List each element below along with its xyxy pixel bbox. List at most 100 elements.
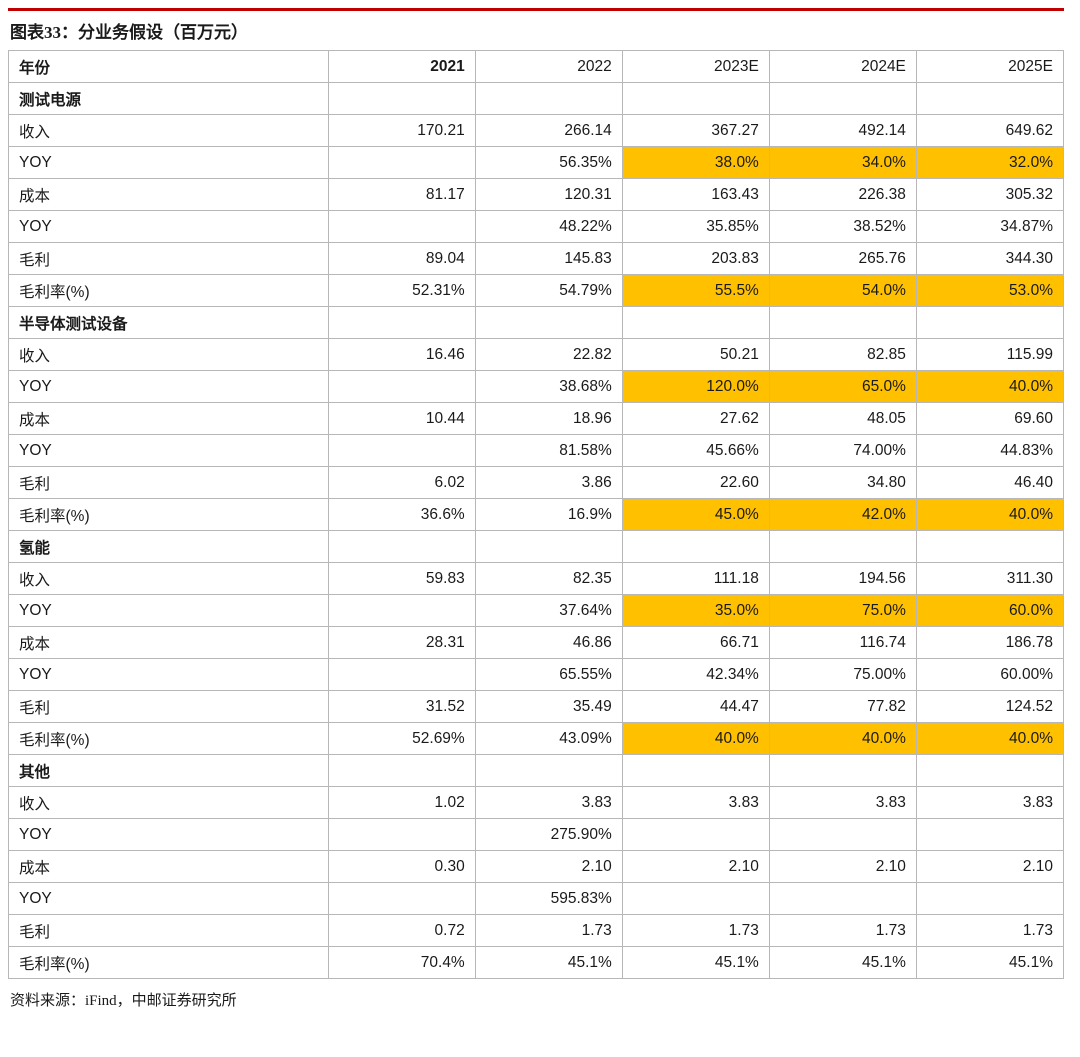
section-row: 氢能 xyxy=(8,530,1065,563)
table-row: YOY 56.35% 38.0% 34.0% 32.0% xyxy=(8,146,1065,179)
value-cell xyxy=(768,82,917,115)
value-cell xyxy=(621,82,770,115)
value-cell: 89.04 xyxy=(327,242,476,275)
value-cell-highlighted: 53.0% xyxy=(915,274,1065,307)
value-cell: 203.83 xyxy=(621,242,770,275)
value-cell: 52.69% xyxy=(327,722,476,755)
value-cell: 52.31% xyxy=(327,274,476,307)
value-cell: 42.34% xyxy=(621,658,770,691)
value-cell: 649.62 xyxy=(915,114,1065,147)
value-cell: 145.83 xyxy=(474,242,623,275)
row-label: 收入 xyxy=(8,114,329,147)
value-cell: 3.83 xyxy=(474,786,623,819)
value-cell: 27.62 xyxy=(621,402,770,435)
value-cell: 38.68% xyxy=(474,370,623,403)
value-cell: 45.66% xyxy=(621,434,770,467)
value-cell: 35.49 xyxy=(474,690,623,723)
value-cell: 3.86 xyxy=(474,466,623,499)
row-label: 毛利率(%) xyxy=(8,498,329,531)
value-cell xyxy=(474,82,623,115)
value-cell-highlighted: 34.0% xyxy=(768,146,917,179)
row-label: YOY xyxy=(8,146,329,179)
table-row: 成本 10.44 18.96 27.62 48.05 69.60 xyxy=(8,402,1065,435)
segment-assumptions-table: 年份 2021 2022 2023E 2024E 2025E 测试电源 收入 170.21 26… xyxy=(8,50,1065,979)
table-row: 收入 170.21 266.14 367.27 492.14 649.62 xyxy=(8,114,1065,147)
section-label: 半导体测试设备 xyxy=(8,306,329,339)
value-cell: 60.00% xyxy=(915,658,1065,691)
value-cell-highlighted: 75.0% xyxy=(768,594,917,627)
value-cell-highlighted: 40.0% xyxy=(915,370,1065,403)
value-cell: 37.64% xyxy=(474,594,623,627)
value-cell xyxy=(474,754,623,787)
value-cell xyxy=(327,82,476,115)
value-cell: 163.43 xyxy=(621,178,770,211)
table-row: YOY 81.58% 45.66% 74.00% 44.83% xyxy=(8,434,1065,467)
value-cell xyxy=(915,818,1065,851)
table-row: 毛利率(%) 70.4% 45.1% 45.1% 45.1% 45.1% xyxy=(8,946,1065,979)
value-cell: 48.22% xyxy=(474,210,623,243)
value-cell: 28.31 xyxy=(327,626,476,659)
source-note: 资料来源：iFind，中邮证券研究所 xyxy=(10,993,237,1009)
column-header-2022: 2022 xyxy=(474,50,623,83)
value-cell: 44.47 xyxy=(621,690,770,723)
value-cell: 1.73 xyxy=(621,914,770,947)
value-cell: 1.73 xyxy=(768,914,917,947)
value-cell xyxy=(915,306,1065,339)
value-cell-highlighted: 55.5% xyxy=(621,274,770,307)
value-cell: 50.21 xyxy=(621,338,770,371)
section-row: 半导体测试设备 xyxy=(8,306,1065,339)
value-cell xyxy=(768,306,917,339)
column-header-2024E: 2024E xyxy=(768,50,917,83)
table-row: 收入 59.83 82.35 111.18 194.56 311.30 xyxy=(8,562,1065,595)
value-cell-highlighted: 35.0% xyxy=(621,594,770,627)
table-row: YOY 48.22% 35.85% 38.52% 34.87% xyxy=(8,210,1065,243)
value-cell: 1.73 xyxy=(474,914,623,947)
value-cell: 266.14 xyxy=(474,114,623,147)
value-cell: 275.90% xyxy=(474,818,623,851)
value-cell xyxy=(621,882,770,915)
table-row: YOY 595.83% xyxy=(8,882,1065,915)
value-cell xyxy=(621,530,770,563)
table-row: 收入 1.02 3.83 3.83 3.83 3.83 xyxy=(8,786,1065,819)
value-cell: 69.60 xyxy=(915,402,1065,435)
value-cell xyxy=(915,530,1065,563)
value-cell xyxy=(768,530,917,563)
value-cell: 0.30 xyxy=(327,850,476,883)
table-header-row: 年份 2021 2022 2023E 2024E 2025E xyxy=(8,50,1065,83)
value-cell: 16.9% xyxy=(474,498,623,531)
table-row: 成本 0.30 2.10 2.10 2.10 2.10 xyxy=(8,850,1065,883)
value-cell: 36.6% xyxy=(327,498,476,531)
value-cell: 44.83% xyxy=(915,434,1065,467)
column-header-year: 年份 xyxy=(8,50,329,83)
value-cell: 265.76 xyxy=(768,242,917,275)
value-cell: 38.52% xyxy=(768,210,917,243)
table-row: 收入 16.46 22.82 50.21 82.85 115.99 xyxy=(8,338,1065,371)
value-cell: 56.35% xyxy=(474,146,623,179)
value-cell xyxy=(768,754,917,787)
table-row: 成本 28.31 46.86 66.71 116.74 186.78 xyxy=(8,626,1065,659)
row-label: 收入 xyxy=(8,562,329,595)
value-cell-highlighted: 38.0% xyxy=(621,146,770,179)
section-row: 测试电源 xyxy=(8,82,1065,115)
value-cell: 6.02 xyxy=(327,466,476,499)
value-cell xyxy=(327,434,476,467)
value-cell xyxy=(327,594,476,627)
row-label: 毛利率(%) xyxy=(8,274,329,307)
table-row: 毛利 31.52 35.49 44.47 77.82 124.52 xyxy=(8,690,1065,723)
value-cell-highlighted: 42.0% xyxy=(768,498,917,531)
row-label: 成本 xyxy=(8,850,329,883)
value-cell xyxy=(327,818,476,851)
value-cell: 34.87% xyxy=(915,210,1065,243)
value-cell: 367.27 xyxy=(621,114,770,147)
row-label: 毛利率(%) xyxy=(8,946,329,979)
value-cell: 492.14 xyxy=(768,114,917,147)
value-cell xyxy=(621,818,770,851)
value-cell: 18.96 xyxy=(474,402,623,435)
section-label: 其他 xyxy=(8,754,329,787)
value-cell: 2.10 xyxy=(768,850,917,883)
value-cell: 81.17 xyxy=(327,178,476,211)
top-red-rule xyxy=(8,8,1064,11)
value-cell: 124.52 xyxy=(915,690,1065,723)
value-cell xyxy=(327,146,476,179)
value-cell xyxy=(327,370,476,403)
